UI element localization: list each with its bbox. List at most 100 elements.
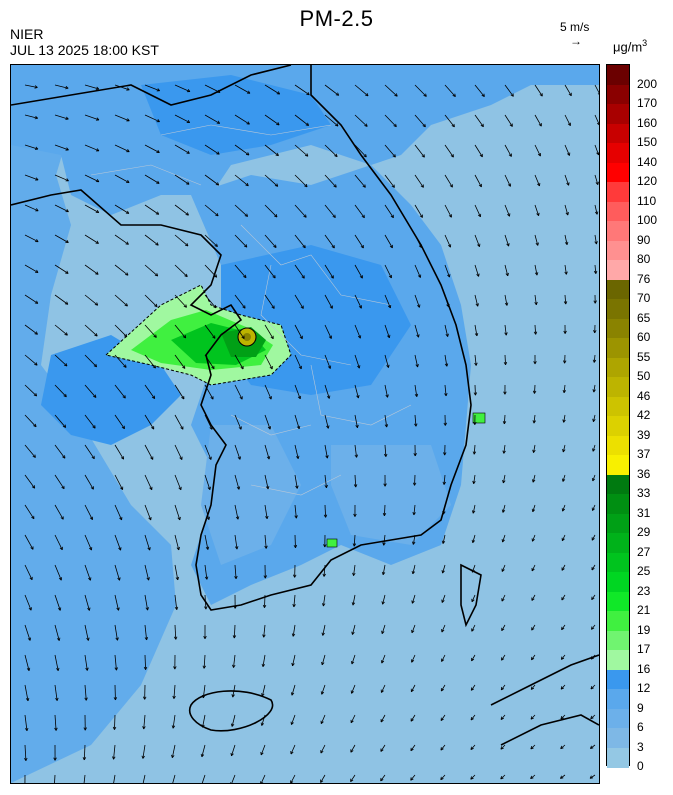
wind-arrow-head: [120, 456, 125, 460]
wind-arrow: [234, 264, 247, 279]
wind-arrow-head: [213, 274, 218, 278]
admin-borders: [90, 124, 412, 496]
wind-arrow: [594, 204, 598, 215]
wind-arrow-head: [350, 778, 354, 783]
wind-arrow: [174, 414, 184, 430]
wind-arrow: [504, 264, 509, 276]
pm25-map[interactable]: [10, 64, 600, 784]
wind-arrow: [24, 354, 38, 366]
wind-arrow-head: [186, 119, 191, 123]
colorbar-segment: [607, 162, 629, 183]
wind-arrow: [501, 654, 506, 661]
southwest-band: [201, 425, 301, 565]
wind-arrow-head: [299, 335, 303, 340]
wind-arrow-head: [65, 85, 69, 90]
wind-arrow: [472, 534, 476, 543]
colorbar-tick-label: 29: [637, 525, 651, 539]
wind-arrow: [144, 504, 152, 521]
wind-arrow-head: [502, 450, 506, 454]
wind-arrow: [443, 474, 446, 485]
wind-arrow-head: [245, 182, 249, 187]
wind-arrow-head: [291, 662, 295, 667]
wind-arrow: [294, 354, 302, 370]
wind-arrow-head: [389, 244, 393, 249]
wind-arrow-head: [443, 422, 447, 426]
wind-arrow-head: [446, 303, 450, 308]
wind-arrow-head: [591, 626, 595, 630]
wind-arrow-head: [320, 779, 324, 783]
colorbar-segment: [607, 279, 629, 300]
wind-arrow-head: [303, 214, 307, 218]
wind-arrow-head: [410, 688, 414, 693]
wind-arrow: [593, 384, 596, 393]
wind-arrow: [382, 594, 386, 605]
wind-arrow: [114, 414, 125, 429]
wind-arrow-head: [419, 214, 423, 218]
wind-arrow-head: [473, 421, 477, 425]
wind-arrow-head: [270, 335, 274, 340]
wind-arrow: [84, 474, 94, 490]
wind-arrow-head: [480, 123, 484, 128]
colorbar-tick-label: 42: [637, 408, 651, 422]
wind-arrow: [204, 84, 221, 93]
wind-arrow-head: [423, 93, 427, 97]
wind-arrow: [264, 534, 267, 549]
wind-arrow-head: [64, 332, 68, 336]
wind-arrow: [380, 774, 386, 782]
wind-arrow-head: [125, 272, 129, 276]
wind-arrow: [54, 444, 66, 459]
wind-arrow: [294, 414, 300, 429]
wind-arrow: [174, 504, 181, 521]
wind-arrow-head: [391, 184, 395, 188]
colorbar-segment: [607, 416, 629, 436]
wind-arrow: [24, 234, 39, 243]
wind-arrow-head: [290, 751, 294, 755]
wind-arrow-head: [417, 304, 421, 308]
wind-arrow-head: [352, 543, 357, 547]
wind-arrow-head: [418, 244, 422, 248]
colorbar-segment: [607, 143, 629, 163]
wind-arrow-head: [291, 633, 296, 637]
wind-arrow-head: [471, 539, 476, 544]
wind-arrow: [233, 654, 236, 668]
wind-arrow: [264, 114, 280, 126]
wind-arrow: [144, 114, 160, 123]
wind-arrow: [381, 654, 386, 664]
wind-arrow: [414, 414, 417, 427]
colorbar-segment: [607, 533, 629, 553]
wind-arrow: [264, 144, 279, 157]
wind-arrow: [354, 114, 368, 127]
wind-arrow-head: [561, 567, 565, 571]
wind-arrow: [531, 564, 536, 572]
wind-arrow-head: [147, 547, 151, 551]
wind-arrow: [324, 234, 335, 249]
wind-arrow-head: [360, 245, 364, 249]
wind-arrow: [113, 774, 116, 783]
wind-arrow-head: [294, 515, 298, 519]
wind-arrow: [114, 714, 116, 730]
wind-arrow: [294, 384, 301, 400]
wind-arrow: [324, 474, 327, 488]
wind-arrow: [174, 624, 177, 640]
wind-arrow-head: [230, 752, 234, 757]
wind-arrow: [354, 84, 369, 97]
wind-arrow: [320, 744, 326, 754]
wind-arrow: [350, 774, 356, 782]
wind-arrow: [440, 714, 446, 721]
wind-arrow: [410, 684, 416, 692]
wind-arrow: [564, 114, 571, 126]
wind-arrow-head: [472, 451, 477, 455]
wind-arrow: [474, 174, 482, 188]
wind-arrow-head: [151, 395, 156, 399]
wind-arrow: [534, 294, 537, 305]
wind-arrow: [54, 474, 65, 490]
colorbar-tick-label: 150: [637, 135, 658, 149]
wind-arrow: [294, 504, 297, 519]
wind-arrow-head: [594, 241, 598, 245]
wind-arrow: [204, 594, 207, 610]
wind-arrow: [324, 294, 333, 309]
wind-arrow: [174, 444, 183, 460]
wind-arrow: [264, 594, 266, 608]
colorbar-tick-label: 37: [637, 447, 651, 461]
wind-arrow: [84, 114, 100, 121]
